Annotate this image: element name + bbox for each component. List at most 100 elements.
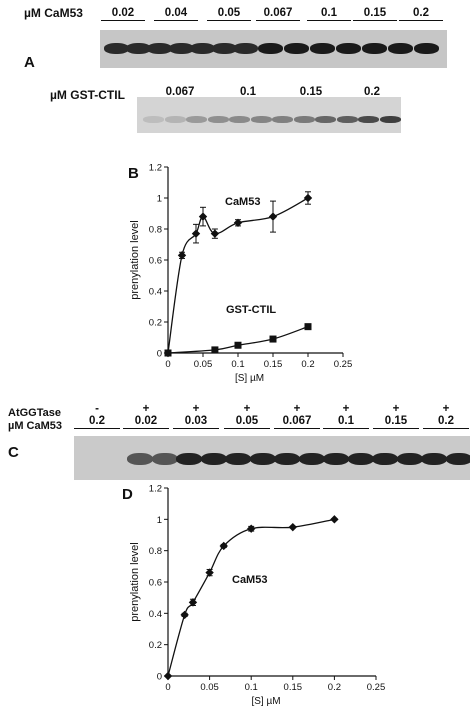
panel-letter-a: A [24, 54, 35, 71]
y-tick-label: 0.2 [149, 318, 162, 329]
lane-concentration: 0.2 [74, 415, 120, 429]
lane-concentration: 0.05 [224, 415, 270, 429]
gel-band [284, 43, 309, 54]
x-tick-label: 0.1 [231, 359, 244, 370]
enzyme-sign: - [95, 403, 99, 415]
enzyme-sign: + [293, 403, 301, 415]
gel-band [250, 116, 272, 123]
gel-band [379, 116, 401, 123]
x-axis-label: [S] µM [235, 373, 264, 384]
gel-band [147, 43, 172, 54]
lane-concentration: 0.1 [307, 7, 351, 21]
data-point [268, 212, 278, 221]
gel-band [362, 43, 387, 54]
lane-label: 0.2 [399, 7, 443, 21]
lane-label: 0.1 [307, 7, 351, 21]
lane-label: +0.02 [123, 403, 169, 429]
gel-band [445, 453, 470, 465]
panel-letter-d: D [122, 486, 133, 503]
data-point [269, 335, 277, 343]
lane-concentration: 0.02 [123, 415, 169, 429]
series-label: CaM53 [225, 196, 260, 208]
gel-band [258, 43, 283, 54]
x-tick-label: 0.15 [264, 359, 283, 370]
y-tick-label: 1.2 [149, 484, 162, 495]
lane-label: 0.05 [207, 7, 251, 21]
lane-label: 0.067 [256, 7, 300, 21]
gel-band [414, 43, 439, 54]
gel-band [315, 116, 336, 123]
x-tick-label: 0.15 [284, 682, 303, 693]
gel-band [143, 116, 164, 123]
series-label: GST-CTIL [226, 304, 276, 316]
data-point [303, 193, 313, 203]
lane-concentration: 0.15 [373, 415, 419, 429]
gel-band [102, 453, 129, 465]
lane-concentration: 0.2 [399, 7, 443, 21]
lane-concentration: 0.067 [256, 7, 300, 21]
gel-a-cam53 [100, 30, 447, 68]
lane-concentration: 0.067 [274, 415, 320, 429]
gel-band [127, 453, 153, 465]
gel-band [358, 116, 379, 123]
lane-concentration: 0.04 [154, 7, 198, 21]
lane-concentration: 0.02 [101, 7, 145, 21]
gel-band [104, 43, 129, 54]
enzyme-sign: + [342, 403, 350, 415]
data-point [234, 341, 242, 349]
y-tick-label: 1.2 [149, 163, 162, 174]
y-tick-label: 1 [157, 194, 162, 205]
gel-band [211, 43, 237, 54]
gel-band [233, 43, 258, 54]
gel-band [249, 453, 276, 465]
lane-label: +0.067 [274, 403, 320, 429]
lane-label: 0.04 [154, 7, 198, 21]
gel-band [125, 43, 151, 54]
data-point [164, 349, 172, 357]
gel-band [293, 116, 315, 123]
gel-band [186, 116, 207, 123]
lane-concentration: 0.15 [353, 7, 397, 21]
x-tick-label: 0.05 [194, 359, 213, 370]
data-point [288, 522, 297, 532]
gel-band [176, 453, 202, 465]
data-point [180, 610, 189, 620]
data-point [304, 323, 312, 331]
chart-d: 0 0.2 0.4 0.6 0.8 1 1.2 0 0.05 0.1 0.15 0.2 0.25 [S] … [129, 484, 386, 708]
enzyme-sign: + [192, 403, 200, 415]
x-tick-label: 0 [165, 359, 170, 370]
gel-band [200, 453, 227, 465]
lane-label: +0.1 [323, 403, 369, 429]
x-tick-label: 0.25 [367, 682, 386, 693]
gel-band [310, 43, 335, 54]
gel-band [421, 453, 447, 465]
x-tick-label: 0 [165, 682, 170, 693]
panel-a-ctil-row-label: µM GST-CTIL [50, 88, 125, 102]
data-point [211, 346, 219, 354]
y-tick-label: 0.8 [149, 546, 162, 557]
y-tick-label: 0.8 [149, 225, 162, 236]
data-point [163, 671, 173, 681]
data-point [177, 251, 187, 260]
series-label: CaM53 [232, 574, 267, 586]
gel-band [336, 116, 358, 123]
enzyme-sign: + [243, 403, 251, 415]
gel-band [190, 43, 215, 54]
x-tick-label: 0.1 [245, 682, 258, 693]
y-tick-label: 0.2 [149, 640, 162, 651]
gel-band [274, 453, 300, 465]
y-tick-label: 1 [157, 515, 162, 526]
data-point [330, 515, 339, 524]
y-tick-label: 0.6 [149, 578, 162, 589]
gel-band [168, 43, 194, 54]
y-axis-label: prenylation level [129, 220, 141, 300]
y-tick-label: 0.4 [149, 609, 162, 620]
data-point [247, 524, 256, 533]
enzyme-sign: + [442, 403, 450, 415]
gel-band [207, 116, 229, 123]
series-line [167, 326, 309, 354]
x-tick-label: 0.2 [328, 682, 341, 693]
panel-c-row1-label: AtGGTase [8, 407, 61, 419]
chart-b: 0 0.2 0.4 0.6 0.8 1 1.2 0 0.05 0.1 0.15 0.2 0.25 [S] … [129, 163, 352, 385]
lane-label: +0.05 [224, 403, 270, 429]
